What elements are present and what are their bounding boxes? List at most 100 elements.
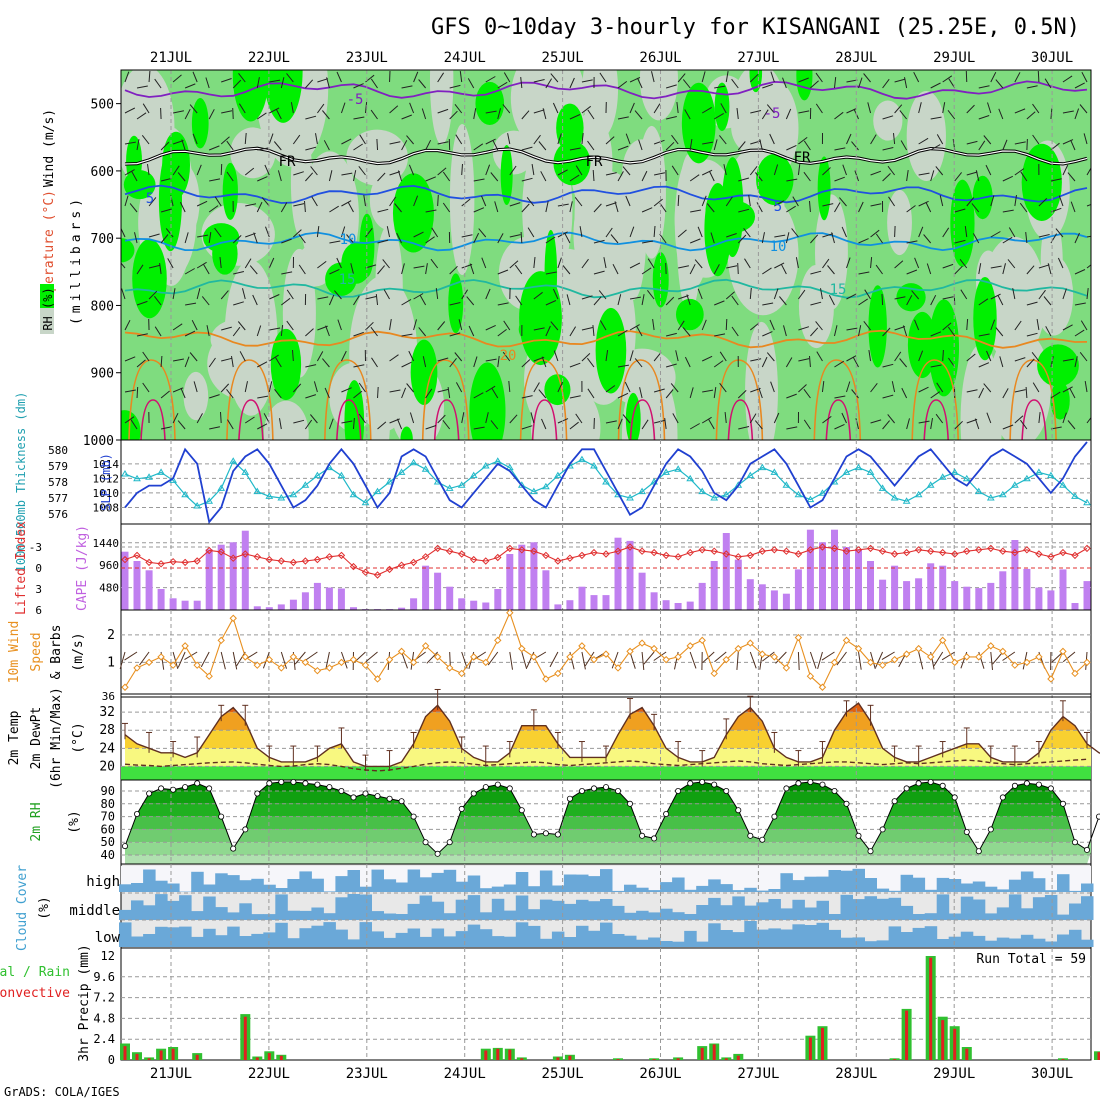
wind-barb [328,294,335,306]
cape-bar [855,549,862,610]
wind-barb [978,387,985,399]
rh2m-marker [603,784,610,791]
rh2m-marker [326,784,333,791]
wind10m-marker [325,664,334,672]
wind-barb [377,208,389,213]
rh2m-marker [939,782,946,789]
wind-barb [1032,382,1040,393]
wind-barb [538,389,547,399]
thickness-marker [794,490,803,498]
cape-bar [1071,603,1079,610]
rh2m-marker [579,788,586,795]
wind-barb [473,356,478,368]
wind-barb [569,174,580,182]
wind-barb [1074,269,1086,275]
lifted-index-markers [121,543,1091,579]
wind-barb [870,257,873,269]
wind-barb [990,231,1001,238]
lifted-index-marker [722,550,730,558]
wind-barb [242,288,246,300]
wind10m-marker [289,653,298,661]
wind-barb [494,201,499,213]
rh2m-marker [182,784,189,791]
rh2m-marker [554,831,561,838]
rh-moist-patch [121,238,135,263]
wind-barb [798,136,808,145]
wind-barb [762,302,774,306]
cape-bar [782,593,790,610]
wind-barb [723,164,727,176]
wind-barb [990,319,996,331]
wind-barb [622,414,631,424]
wind-barb [954,420,963,430]
cape-tick-label: 480 [99,582,119,595]
rh-moist-patch [475,81,505,126]
rh2m-marker [723,788,730,795]
cloud-bar [215,935,228,947]
wind-barb [930,391,940,399]
wind10m-barb [611,651,619,669]
wind-barb [227,419,234,430]
wind-barb [786,205,796,213]
cloud-bar [515,922,529,947]
cloud-bar [816,900,829,920]
wind-barb [827,265,835,275]
cloud-bar [888,897,902,920]
wind-barb [389,171,401,176]
wind-barb [1002,175,1014,182]
wind-barb [413,231,424,238]
wind-barb [1014,389,1026,393]
wind-barb [581,327,593,331]
lifted-index-marker [854,546,863,554]
thickness-marker [445,484,454,491]
wind-barb [466,296,475,306]
wind-barb [1043,296,1052,306]
cloud-bar [960,896,974,920]
wind-barb [634,110,643,120]
wind-barb [269,107,280,114]
cape-bar [325,587,333,610]
wind-barb [708,170,715,182]
precip-convective-bar [243,1016,247,1060]
cape-bar [915,578,923,610]
temp-top-tick-label: 36 [102,690,115,703]
cape-bar [301,592,309,610]
wind-barb [1074,356,1078,368]
wind-barb [939,195,944,207]
wind-barb [902,325,908,337]
isotherm-line [124,278,1088,299]
wind-barb [1014,168,1025,176]
wind-barb [172,165,180,176]
lifted-index-marker [494,553,502,562]
wind-barb [124,71,130,83]
wind-barb [592,325,595,337]
wind-barb [370,326,378,337]
lifted-index-marker [890,550,899,558]
rh2m-marker [1060,800,1067,807]
pressure-tick-label: 600 [91,165,114,180]
lifted-index-marker [1011,548,1019,557]
wind-barb [713,387,717,399]
date-label-bottom: 23JUL [346,1066,388,1082]
cloud-bar [768,899,781,920]
wind-barb [370,78,378,89]
cape-bar [265,607,273,610]
cloud-bar [588,876,601,892]
wind-barb [936,382,944,393]
wind-barb [167,258,174,269]
wind-barb [1038,234,1050,238]
wind-barb [574,196,583,207]
wind-barb [124,389,136,393]
lifted-index-marker [470,555,478,564]
isotherm-hot-loop [531,399,558,440]
wind-barb [617,329,628,337]
cloud-bar [624,912,637,920]
wind-barb [275,108,282,120]
wind-barb [875,233,883,244]
isotherm-label: 15 [339,272,356,288]
thickness-marker [1047,471,1055,479]
lifted-index-marker [1083,544,1091,553]
wind-barb [617,364,629,368]
wind-barb [221,110,233,114]
wind-barb [954,172,962,182]
